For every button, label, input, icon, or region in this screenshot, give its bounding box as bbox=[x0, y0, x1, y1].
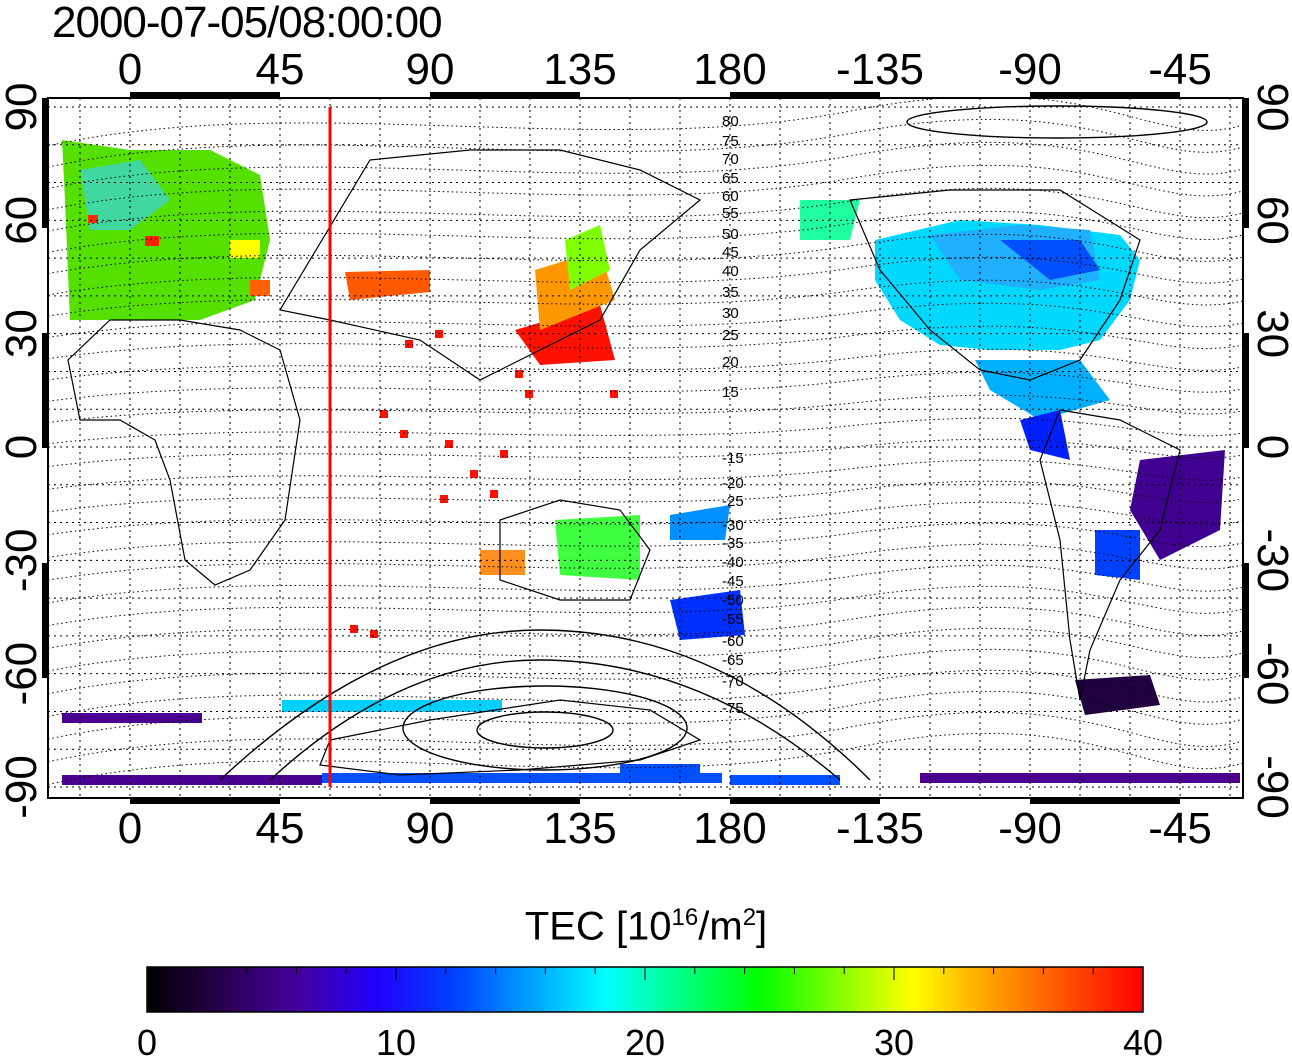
y-tick-label: 0 bbox=[1248, 435, 1292, 459]
y-tick-label: -30 bbox=[1248, 529, 1292, 593]
contour-label: 45 bbox=[722, 244, 739, 261]
x-tick-label: 90 bbox=[406, 45, 455, 94]
colorbar-tick-label: 20 bbox=[625, 1022, 665, 1057]
contour-line bbox=[48, 501, 1243, 536]
contour-line bbox=[48, 522, 1243, 558]
x-tick-label: -45 bbox=[1148, 45, 1212, 94]
x-tick-label: -135 bbox=[836, 45, 924, 94]
contour-line bbox=[48, 606, 1243, 649]
contour-label: -30 bbox=[722, 517, 744, 534]
contour-label: -50 bbox=[722, 592, 744, 609]
x-axis-top-labels: 0 45 90 135 180 -135 -90 -45 bbox=[118, 45, 1212, 94]
y-tick-label: 90 bbox=[0, 83, 46, 132]
y-tick-label: -90 bbox=[0, 755, 46, 819]
y-axis-left-labels: 90 60 30 0 -30 -60 -90 bbox=[0, 83, 46, 819]
contour-line bbox=[48, 732, 1243, 786]
contour-line bbox=[48, 585, 1243, 627]
x-tick-label: 180 bbox=[693, 804, 766, 853]
x-tick-label: -90 bbox=[998, 45, 1062, 94]
contour-label: -25 bbox=[722, 493, 744, 510]
map-frame bbox=[47, 97, 1244, 799]
frame-tick-bars bbox=[42, 92, 1249, 804]
contour-line bbox=[48, 210, 1243, 253]
contour-label: -20 bbox=[722, 475, 744, 492]
contour-label: 80 bbox=[722, 113, 739, 130]
colorbar-ticks: 0 10 20 30 40 bbox=[137, 967, 1163, 1057]
colorbar-tick-label: 10 bbox=[376, 1022, 416, 1057]
contour-label: -75 bbox=[722, 700, 744, 717]
x-tick-label: -135 bbox=[836, 804, 924, 853]
timestamp-title: 2000-07-05/08:00:00 bbox=[52, 0, 443, 47]
colorbar-title: TEC [1016/m2] bbox=[524, 904, 768, 949]
y-tick-label: 30 bbox=[1248, 309, 1292, 358]
tec-observations bbox=[62, 140, 1240, 785]
y-tick-label: 90 bbox=[1248, 83, 1292, 132]
contour-label: -65 bbox=[722, 652, 744, 669]
x-tick-label: 135 bbox=[543, 804, 616, 853]
x-tick-label: -45 bbox=[1148, 804, 1212, 853]
contour-label: 65 bbox=[722, 170, 739, 187]
contour-label: 75 bbox=[722, 133, 739, 150]
colorbar-tick-label: 0 bbox=[137, 1022, 157, 1057]
contour-label: 30 bbox=[722, 305, 739, 322]
x-tick-label: -90 bbox=[998, 804, 1062, 853]
contour-label: 60 bbox=[722, 188, 739, 205]
x-tick-label: 180 bbox=[693, 45, 766, 94]
contour-label: -60 bbox=[722, 633, 744, 650]
contour-line bbox=[48, 98, 1243, 147]
graticule bbox=[48, 98, 1243, 798]
contour-label: 50 bbox=[722, 226, 739, 243]
contour-label: -35 bbox=[722, 535, 744, 552]
colorbar-tick-label: 30 bbox=[874, 1022, 914, 1057]
contour-label: 25 bbox=[722, 327, 739, 344]
contour-label: -45 bbox=[722, 573, 744, 590]
y-tick-label: -90 bbox=[1248, 755, 1292, 819]
contour-label: -70 bbox=[722, 673, 744, 690]
y-axis-right-labels: 90 60 30 0 -30 -60 -90 bbox=[1248, 83, 1292, 819]
x-tick-label: 0 bbox=[118, 45, 142, 94]
y-tick-label: 0 bbox=[0, 435, 46, 459]
contour-label: 55 bbox=[722, 205, 739, 222]
x-tick-label: 90 bbox=[406, 804, 455, 853]
y-tick-label: -60 bbox=[0, 642, 46, 706]
contour-label: 70 bbox=[722, 151, 739, 168]
contour-label: -15 bbox=[722, 450, 744, 467]
contour-line bbox=[48, 564, 1243, 604]
contour-label: -55 bbox=[722, 611, 744, 628]
contour-label: 20 bbox=[722, 354, 739, 371]
contour-label: -40 bbox=[722, 554, 744, 571]
y-tick-label: 30 bbox=[0, 309, 46, 358]
x-tick-label: 45 bbox=[256, 804, 305, 853]
colorbar-tick-label: 40 bbox=[1123, 1022, 1163, 1057]
y-tick-label: -60 bbox=[1248, 642, 1292, 706]
contour-label: 40 bbox=[722, 263, 739, 280]
contour-label: 15 bbox=[722, 384, 739, 401]
x-axis-bottom-labels: 0 45 90 135 180 -135 -90 -45 bbox=[118, 804, 1212, 853]
y-tick-label: 60 bbox=[1248, 196, 1292, 245]
x-tick-label: 0 bbox=[118, 804, 142, 853]
x-tick-label: 135 bbox=[543, 45, 616, 94]
x-tick-label: 45 bbox=[256, 45, 305, 94]
contour-line bbox=[48, 711, 1243, 763]
solid-contours bbox=[219, 105, 1208, 781]
y-tick-label: 60 bbox=[0, 196, 46, 245]
contour-line bbox=[48, 480, 1243, 513]
contour-line bbox=[48, 648, 1243, 695]
contour-label: 35 bbox=[722, 284, 739, 301]
y-tick-label: -30 bbox=[0, 529, 46, 593]
